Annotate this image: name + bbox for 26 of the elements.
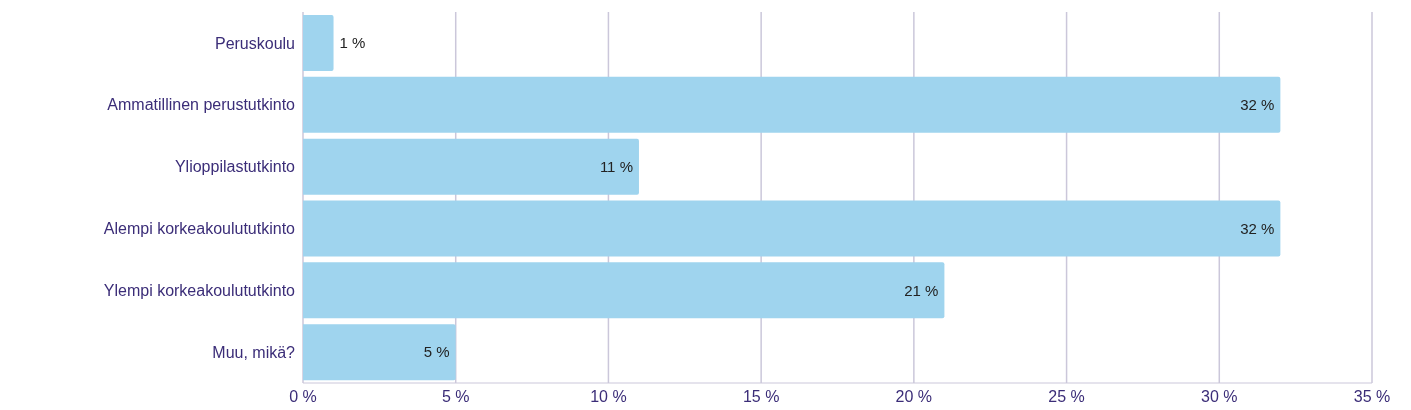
x-tick-label: 10 % bbox=[590, 388, 627, 406]
data-label: 1 % bbox=[339, 34, 366, 52]
y-tick-label: Alempi korkeakoulututkinto bbox=[103, 220, 296, 238]
bar bbox=[303, 324, 456, 381]
y-tick-label: Muu, mikä? bbox=[212, 343, 296, 361]
data-label: 11 % bbox=[599, 157, 633, 175]
bar bbox=[303, 200, 1281, 257]
bar bbox=[303, 138, 639, 195]
x-tick-label: 30 % bbox=[1201, 388, 1238, 406]
data-label: 32 % bbox=[1240, 96, 1275, 114]
y-tick-label: Peruskoulu bbox=[214, 34, 295, 52]
data-label: 5 % bbox=[423, 343, 450, 361]
x-tick-label: 20 % bbox=[895, 388, 933, 406]
data-label: 21 % bbox=[904, 281, 939, 299]
bar bbox=[303, 15, 334, 71]
y-tick-label: Ammatillinen perustutkinto bbox=[107, 96, 296, 114]
x-tick-label: 5 % bbox=[441, 388, 470, 406]
y-tick-label: Ylioppilastutkinto bbox=[174, 158, 296, 176]
x-tick-label: 35 % bbox=[1353, 388, 1391, 406]
bar bbox=[303, 262, 945, 319]
y-tick-label: Ylempi korkeakoulututkinto bbox=[103, 281, 296, 299]
x-tick-label: 15 % bbox=[742, 388, 780, 406]
data-label: 32 % bbox=[1240, 219, 1275, 237]
bar bbox=[303, 76, 1281, 133]
x-tick-label: 0 % bbox=[289, 388, 317, 406]
x-tick-label: 25 % bbox=[1048, 388, 1085, 406]
